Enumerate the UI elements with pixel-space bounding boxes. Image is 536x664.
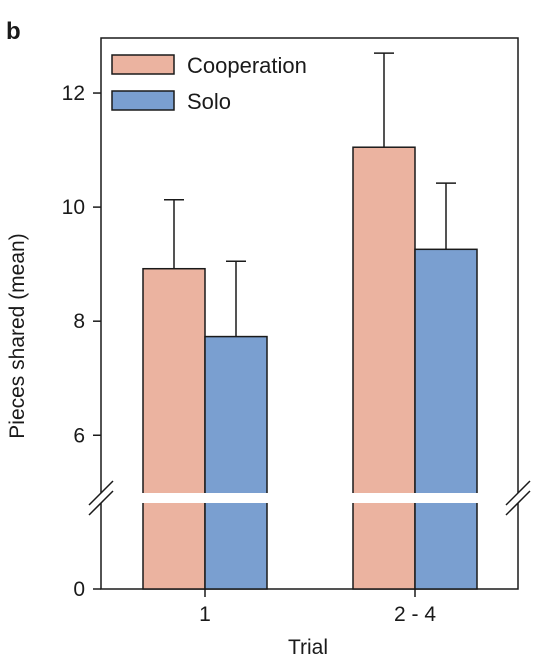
break-slash-0-0 (88, 480, 114, 506)
break-slash-1-1 (505, 490, 531, 516)
y-tick-label-6: 6 (73, 424, 85, 447)
break-slash-1-0 (505, 480, 531, 506)
bar-solo-0 (204, 335, 268, 590)
y-tick-label-10: 10 (62, 196, 85, 219)
y-axis: 0 6 8 10 12 (62, 82, 101, 601)
bar-cooperation-0 (142, 267, 206, 590)
plot-frame (100, 37, 519, 590)
y-tick-label-12: 12 (62, 82, 85, 105)
legend-label-solo: Solo (187, 89, 231, 114)
axis-break (88, 480, 531, 516)
bar-cooperation-1 (352, 146, 416, 590)
x-tick-label-0: 1 (199, 603, 211, 626)
break-gap-1 (352, 493, 478, 503)
x-axis: 1 2 - 4 (199, 589, 436, 626)
break-axis-gap-0 (99, 493, 103, 503)
legend-swatch-cooperation (111, 54, 175, 75)
bar-solo-1 (414, 248, 478, 590)
break-slash-0-1 (88, 490, 114, 516)
break-gap-0 (142, 493, 268, 503)
y-axis-title: Pieces shared (mean) (6, 233, 29, 438)
bars-layer (142, 146, 478, 590)
x-axis-title: Trial (288, 636, 328, 659)
x-tick-label-1: 2 - 4 (394, 603, 436, 626)
panel-label: b (6, 18, 21, 45)
legend-label-cooperation: Cooperation (187, 53, 307, 78)
legend: Cooperation Solo (111, 53, 307, 114)
legend-swatch-solo (111, 90, 175, 111)
error-bars-layer (164, 52, 456, 337)
y-tick-label-8: 8 (73, 310, 85, 333)
break-axis-gap-1 (516, 493, 520, 503)
y-tick-label-0: 0 (73, 578, 85, 601)
